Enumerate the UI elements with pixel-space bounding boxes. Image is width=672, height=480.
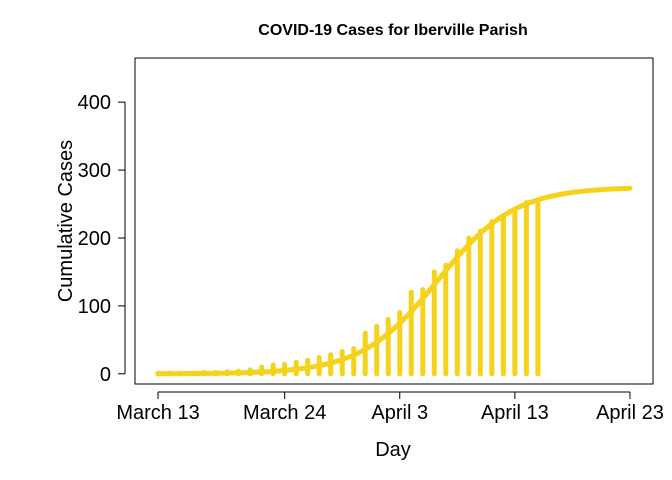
y-tick-label: 100 — [78, 296, 111, 318]
y-tick-label: 400 — [78, 92, 111, 114]
y-tick-label: 200 — [78, 228, 111, 250]
fitted-curve — [155, 185, 633, 377]
x-tick-label: April 3 — [371, 402, 428, 424]
observed-case-spikes — [155, 197, 541, 377]
y-tick-label: 0 — [100, 364, 111, 386]
x-axis-label: Day — [375, 439, 411, 461]
y-tick-label: 300 — [78, 160, 111, 182]
x-tick-label: March 13 — [116, 402, 199, 424]
x-tick-label: April 13 — [481, 402, 549, 424]
x-tick-label: April 23 — [596, 402, 664, 424]
y-axis: 0 100 200 300 400 — [78, 92, 126, 386]
chart-title: COVID-19 Cases for Iberville Parish — [258, 22, 527, 39]
y-axis-label: Cumulative Cases — [55, 140, 77, 302]
x-tick-label: March 24 — [243, 402, 326, 424]
x-axis: March 13 March 24 April 3 April 13 April 23 — [116, 391, 664, 424]
plot-frame — [134, 57, 654, 385]
